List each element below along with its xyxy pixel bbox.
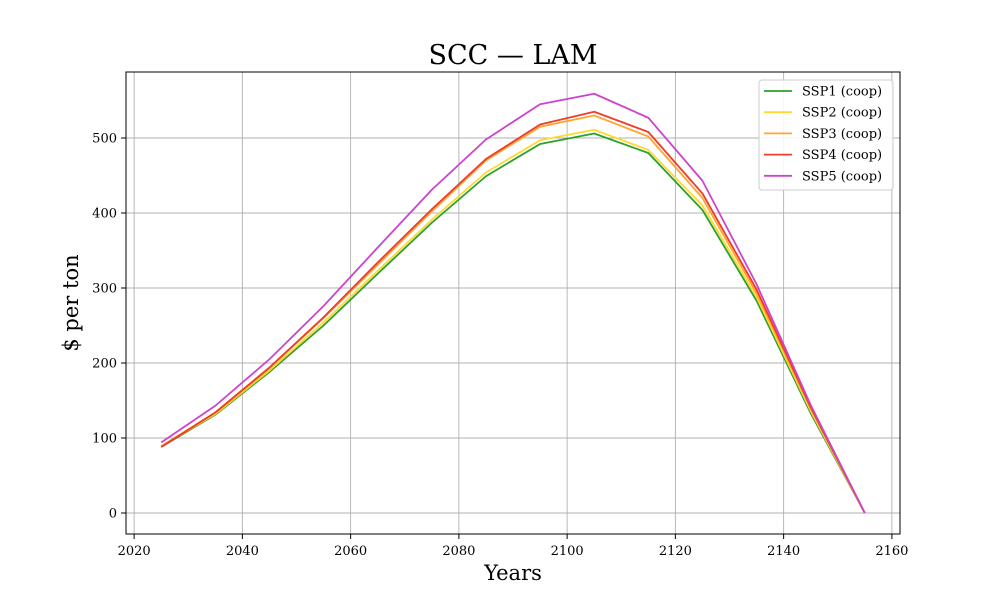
x-tick-label: 2140 [767, 544, 800, 559]
legend-box [758, 79, 894, 191]
y-tick-label: 300 [92, 282, 117, 297]
x-tick-label: 2100 [551, 544, 584, 559]
x-tick-label: 2060 [334, 544, 367, 559]
y-tick-label: 500 [92, 132, 117, 147]
x-axis: 2020 2040 2060 2080 2100 2120 2140 2160 [118, 534, 908, 559]
series-line-ssp4 [160, 110, 866, 514]
x-tick-label: 2040 [226, 544, 259, 559]
plot-frame [125, 71, 901, 535]
legend-label: SSP1 (coop) [802, 85, 882, 100]
legend-label: SSP5 (coop) [802, 169, 882, 184]
chart-title: SCC — LAM [428, 40, 597, 71]
series-line-ssp1 [160, 132, 866, 514]
y-axis-label: $ per ton [59, 254, 83, 351]
series-line-ssp5 [160, 92, 866, 514]
y-tick-label: 0 [109, 507, 117, 522]
legend: SSP1 (coop) SSP2 (coop) SSP3 (coop) SSP4 (c… [758, 79, 894, 191]
x-tick-label: 2120 [659, 544, 692, 559]
legend-label: SSP4 (coop) [802, 148, 882, 163]
x-tick-label: 2020 [118, 544, 151, 559]
series-layer [160, 92, 866, 514]
legend-label: SSP2 (coop) [802, 106, 882, 121]
y-axis: 0 100 200 300 400 500 [92, 132, 126, 522]
legend-label: SSP3 (coop) [802, 127, 882, 142]
x-tick-label: 2080 [442, 544, 475, 559]
x-tick-label: 2160 [875, 544, 908, 559]
x-axis-label: Years [483, 561, 542, 585]
y-tick-label: 400 [92, 207, 117, 222]
y-tick-label: 200 [92, 357, 117, 372]
y-tick-label: 100 [92, 432, 117, 447]
series-line-ssp2 [160, 128, 866, 514]
